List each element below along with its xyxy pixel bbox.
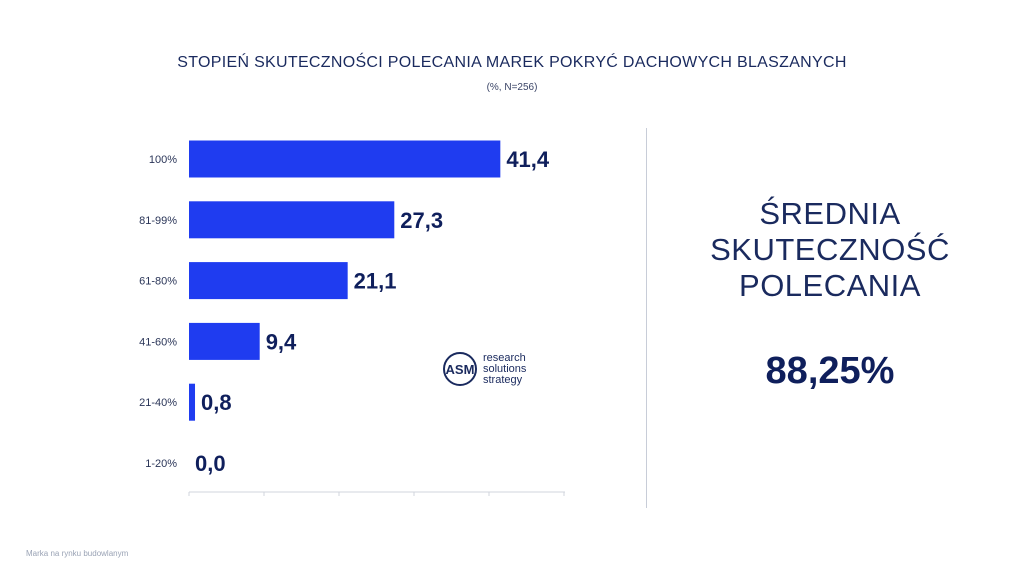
- value-label: 41,4: [506, 147, 550, 172]
- asm-logo-mark: ASM: [443, 352, 477, 386]
- logo-line-research: research: [483, 351, 526, 364]
- category-label: 21-40%: [139, 397, 177, 409]
- category-label: 1-20%: [145, 458, 177, 470]
- value-label: 27,3: [400, 208, 443, 233]
- category-label: 61-80%: [139, 276, 177, 288]
- asm-logo-text: research solutions strategy: [483, 351, 527, 386]
- average-label-line-2: SKUTECZNOŚĆ: [710, 232, 950, 267]
- chart-title: STOPIEŃ SKUTECZNOŚCI POLECANIA MAREK POK…: [177, 54, 847, 71]
- value-label: 0,0: [195, 451, 226, 476]
- logo-line-solutions: solutions: [483, 362, 527, 375]
- average-label-line-3: POLECANIA: [739, 268, 921, 303]
- value-label: 0,8: [201, 390, 232, 415]
- category-label: 100%: [149, 154, 177, 166]
- bar: [189, 262, 348, 300]
- bar: [189, 201, 395, 239]
- vertical-divider: [646, 128, 647, 508]
- average-label: ŚREDNIA SKUTECZNOŚĆ POLECANIA: [660, 196, 1000, 304]
- value-label: 9,4: [266, 329, 297, 354]
- category-label: 41-60%: [139, 336, 177, 348]
- logo-line-strategy: strategy: [483, 373, 523, 386]
- bar: [189, 383, 196, 421]
- bar: [189, 322, 260, 360]
- value-label: 21,1: [354, 269, 397, 294]
- chart-subtitle: (%, N=256): [486, 82, 538, 93]
- asm-logo: ASM research solutions strategy: [443, 352, 526, 386]
- average-label-line-1: ŚREDNIA: [759, 196, 901, 231]
- average-value: 88,25%: [765, 350, 895, 392]
- footer-text: Marka na rynku budowlanym: [26, 549, 129, 558]
- bar: [189, 140, 501, 178]
- category-label: 81-99%: [139, 215, 177, 227]
